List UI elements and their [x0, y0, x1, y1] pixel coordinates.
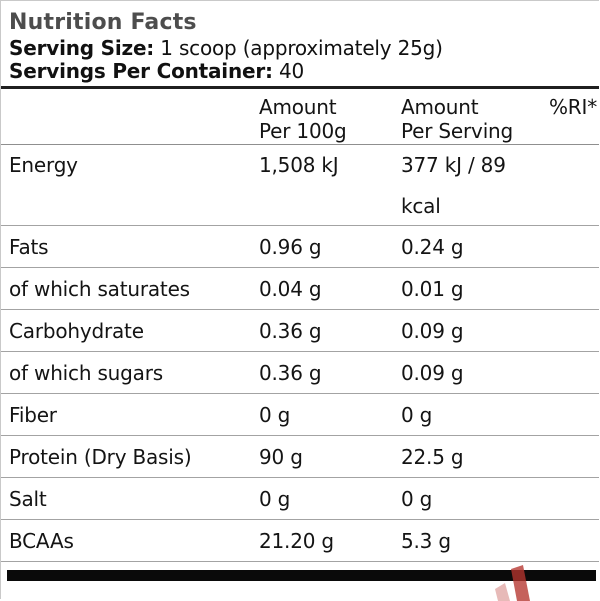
cell-percent-ri [549, 478, 599, 519]
table-row-fiber: Fiber 0 g 0 g [1, 394, 599, 436]
cell-per-serving: 22.5 g [401, 444, 464, 469]
cell-per-100g: 90 g [259, 444, 303, 469]
cell-percent-ri [549, 310, 599, 351]
cell-per-100g: 1,508 kJ [259, 153, 339, 177]
table-row-carbohydrate: Carbohydrate 0.36 g 0.09 g [1, 310, 599, 352]
table-row-sugars: of which sugars 0.36 g 0.09 g [1, 352, 599, 394]
cell-nutrient: Carbohydrate [9, 318, 144, 343]
cell-per-100g: 0 g [259, 402, 291, 427]
cell-nutrient: Fats [9, 234, 49, 259]
cell-per-serving: 0.01 g [401, 276, 464, 301]
table-row-protein: Protein (Dry Basis) 90 g 22.5 g [1, 436, 599, 478]
cell-percent-ri [549, 268, 599, 309]
cell-per-100g: 0.96 g [259, 234, 322, 259]
table-row-salt: Salt 0 g 0 g [1, 478, 599, 520]
label-header: Nutrition Facts Serving Size: 1 scoop (a… [1, 1, 599, 83]
cell-per-serving: 0.24 g [401, 234, 464, 259]
cell-per-100g: 0 g [259, 486, 291, 511]
cell-nutrient: Energy [9, 153, 78, 177]
cell-percent-ri [549, 520, 599, 561]
table-row-saturates: of which saturates 0.04 g 0.01 g [1, 268, 599, 310]
header-divider [1, 86, 599, 89]
cell-nutrient: Salt [9, 486, 47, 511]
cell-nutrient: BCAAs [9, 528, 74, 553]
label-title: Nutrition Facts [9, 10, 197, 35]
cell-per-serving: 0.09 g [401, 360, 464, 385]
cell-percent-ri [549, 436, 599, 477]
serving-size-line: Serving Size: 1 scoop (approximately 25g… [9, 37, 591, 60]
header-amount-per-100g: Amount Per 100g [259, 95, 347, 143]
servings-per-container-line: Servings Per Container: 40 [9, 60, 591, 83]
table-row-energy: Energy 1,508 kJ 377 kJ / 89 kcal [1, 145, 599, 226]
serving-size-label: Serving Size: [9, 36, 155, 60]
serving-size-value: 1 scoop (approximately 25g) [154, 36, 443, 60]
header-amount-per-serving: Amount Per Serving [401, 95, 514, 143]
servings-per-container-value: 40 [272, 59, 305, 83]
cell-percent-ri [549, 226, 599, 267]
nutrition-table: Amount Per 100g Amount Per Serving %RI* … [1, 89, 599, 562]
cell-per-100g: 0.36 g [259, 360, 322, 385]
cell-per-100g: 21.20 g [259, 528, 334, 553]
cell-nutrient: of which sugars [9, 360, 163, 385]
cell-per-serving: 5.3 g [401, 528, 451, 553]
cell-per-serving: 0 g [401, 486, 433, 511]
cell-per-serving: 0 g [401, 402, 433, 427]
cell-nutrient: Fiber [9, 402, 57, 427]
cell-percent-ri [549, 394, 599, 435]
cell-per-100g: 0.36 g [259, 318, 322, 343]
footer-black-bar [7, 570, 596, 581]
table-row-fats: Fats 0.96 g 0.24 g [1, 226, 599, 268]
cell-per-serving: 377 kJ / 89 kcal [401, 153, 506, 218]
table-row-bcaas: BCAAs 21.20 g 5.3 g [1, 520, 599, 562]
cell-per-serving: 0.09 g [401, 318, 464, 343]
servings-per-container-label: Servings Per Container: [9, 59, 273, 83]
header-percent-ri: %RI* [549, 95, 597, 119]
red-watermark-logo [495, 565, 530, 601]
cell-nutrient: Protein (Dry Basis) [9, 444, 192, 469]
cell-per-100g: 0.04 g [259, 276, 322, 301]
cell-percent-ri [549, 145, 599, 154]
cell-nutrient: of which saturates [9, 276, 190, 301]
table-header-row: Amount Per 100g Amount Per Serving %RI* [1, 89, 599, 145]
cell-percent-ri [549, 352, 599, 393]
